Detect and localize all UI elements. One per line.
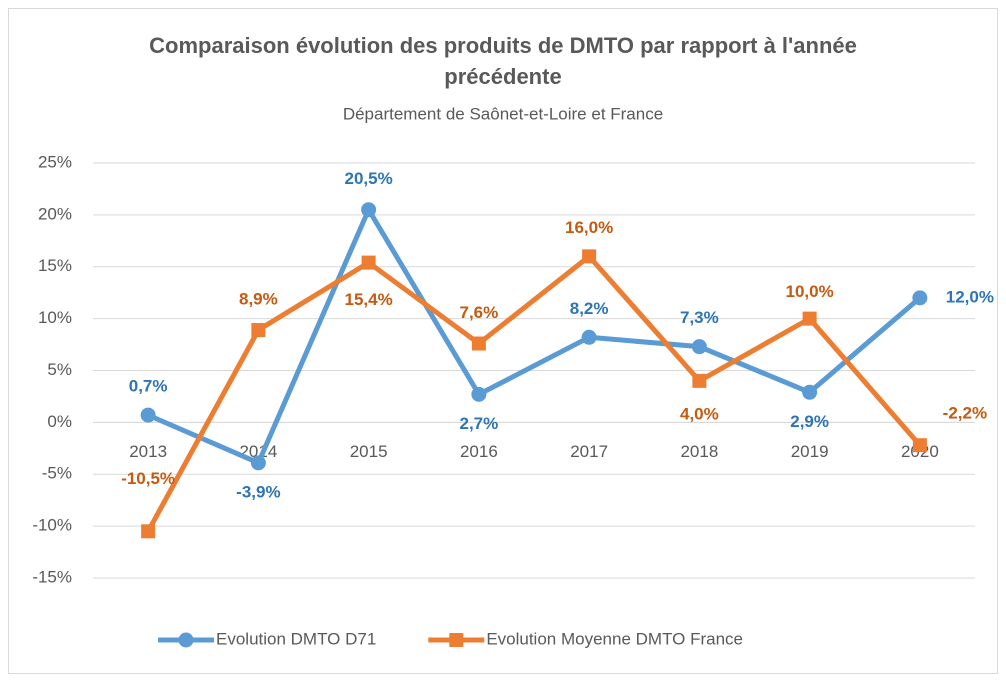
data-label: 2,9%	[790, 412, 829, 431]
marker	[691, 339, 707, 355]
y-tick-label: 15%	[38, 256, 72, 275]
marker	[140, 407, 156, 423]
data-label: 7,3%	[680, 308, 719, 327]
data-label: 4,0%	[680, 404, 719, 423]
marker	[361, 255, 376, 270]
chart-subtitle: Département de Saônet-et-Loire et France	[343, 104, 663, 123]
x-tick-label: 2013	[129, 442, 167, 461]
x-tick-label: 2016	[460, 442, 498, 461]
data-label: 15,4%	[345, 290, 393, 309]
y-tick-label: 0%	[47, 412, 72, 431]
data-label: 12,0%	[946, 287, 994, 306]
chart-title: Comparaison évolution des produits de DM…	[149, 33, 857, 89]
data-label: 20,5%	[345, 169, 393, 188]
x-tick-label: 2017	[570, 442, 608, 461]
y-tick-label: 20%	[38, 204, 72, 223]
legend-label: Evolution DMTO D71	[216, 629, 376, 648]
legend-label: Evolution Moyenne DMTO France	[486, 629, 743, 648]
marker	[581, 329, 597, 345]
legend-marker	[178, 632, 194, 648]
chart-frame	[8, 8, 998, 674]
legend-marker	[449, 633, 464, 647]
data-label: 0,7%	[129, 377, 168, 396]
x-tick-label: 2018	[680, 442, 718, 461]
marker	[582, 249, 597, 264]
data-label: 7,6%	[460, 303, 499, 322]
marker	[251, 323, 266, 338]
marker	[141, 524, 156, 539]
y-tick-label: -10%	[32, 516, 72, 535]
x-tick-label: 2019	[791, 442, 829, 461]
marker	[912, 290, 928, 306]
y-tick-label: -15%	[32, 567, 72, 586]
marker	[692, 373, 707, 388]
data-label: 16,0%	[565, 218, 613, 237]
y-tick-label: 5%	[47, 360, 72, 379]
marker	[250, 455, 266, 471]
data-label: 8,2%	[570, 299, 609, 318]
marker	[912, 438, 927, 453]
y-tick-label: -5%	[42, 464, 72, 483]
data-label: -3,9%	[236, 482, 280, 501]
y-tick-label: 25%	[38, 152, 72, 171]
x-tick-label: 2015	[350, 442, 388, 461]
series-line	[147, 207, 922, 466]
data-label: 10,0%	[786, 282, 834, 301]
data-label: 8,9%	[239, 290, 278, 309]
series-line	[145, 253, 922, 533]
y-tick-label: 10%	[38, 308, 72, 327]
marker	[361, 202, 377, 218]
marker	[471, 336, 486, 351]
data-label: -2,2%	[943, 404, 987, 423]
marker	[471, 386, 487, 402]
marker	[802, 311, 817, 326]
data-label: 2,7%	[460, 414, 499, 433]
data-label: -10,5%	[121, 469, 175, 488]
marker	[802, 384, 818, 400]
